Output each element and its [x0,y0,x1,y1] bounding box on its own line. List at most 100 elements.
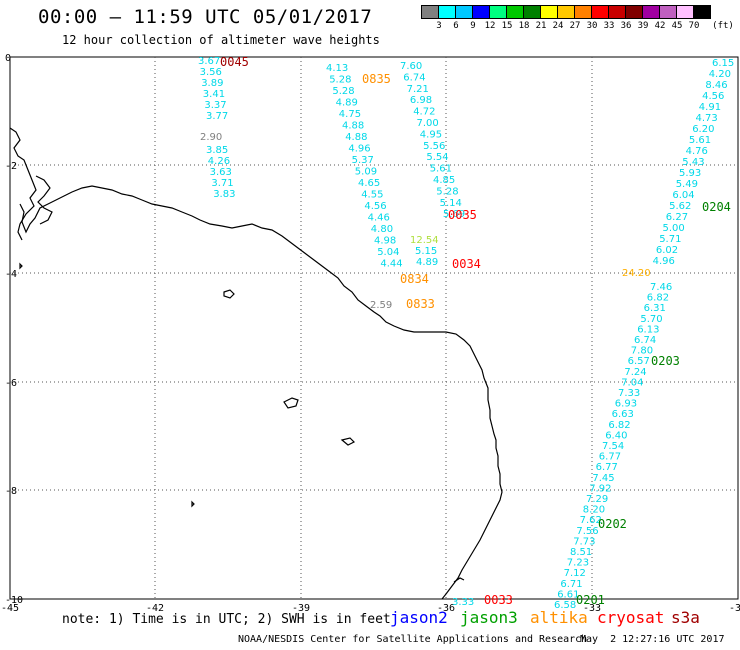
island [453,577,465,583]
wave-height-label: 4.96 [653,256,675,267]
wave-height-label: 4.56 [364,201,386,212]
wave-height-label: 6.27 [666,212,688,223]
wave-height-label: 6.82 [608,420,630,431]
wave-height-label: 3.89 [201,78,223,89]
wave-height-label: 4.89 [416,257,438,268]
map-subtitle: 12 hour collection of altimeter wave hei… [62,33,380,47]
lon-axis-label: -33 [583,603,601,614]
wave-height-label: 3.63 [210,167,232,178]
wave-height-label: 7.60 [400,61,422,72]
coastline [19,185,503,600]
wave-height-label: 6.77 [599,452,621,463]
lat-axis-label: -6 [5,378,17,389]
wave-height-label: 5.62 [669,201,691,212]
wave-height-label: 5.49 [676,179,698,190]
wave-height-label: 7.45 [592,473,614,484]
wave-height-label: 4.76 [686,146,708,157]
wave-height-label: 6.98 [410,95,432,106]
colorbar-tick-label: 36 [620,21,632,31]
wave-height-label: 7.54 [602,441,624,452]
wave-height-label: 7.04 [621,377,643,388]
colorbar-tick-label: 15 [501,21,513,31]
colorbar-tick-label: 12 [484,21,496,31]
satellite-legend-jason2: jason2 [390,608,448,627]
time-label: 0035 [448,208,477,222]
wave-height-label: 5.15 [415,246,437,257]
colorbar-tick-label: 70 [688,21,700,31]
wave-height-label: 5.28 [436,186,458,197]
wave-height-label: 4.75 [339,109,361,120]
wave-height-label: 4.55 [361,190,383,201]
lon-axis-label: -45 [1,603,19,614]
colorbar-tick-label: 24 [552,21,564,31]
wave-height-label: 6.74 [403,72,425,83]
legend-note: note: 1) Time is in UTC; 2) SWH is in fe… [62,612,391,627]
wave-height-label: 3.33 [452,597,474,608]
satellite-legend-altika: altika [530,608,588,627]
wave-height-label: 7.12 [564,568,586,579]
wave-height-label: 5.28 [332,86,354,97]
wave-height-label: 6.04 [672,190,694,201]
colorbar-tick-label: 9 [470,21,476,31]
wave-height-label: 6.13 [637,324,659,335]
wave-height-label: 4.65 [358,178,380,189]
time-label: 0204 [702,200,731,214]
wave-height-label: 5.09 [355,167,377,178]
time-label: 0834 [400,272,429,286]
wave-height-label: 7.73 [573,536,595,547]
wave-height-label: 5.70 [640,314,662,325]
wave-height-label: 6.02 [656,245,678,256]
footer-timestamp: May 2 12:27:16 UTC 2017 [580,634,725,645]
wave-height-label: 6.63 [612,409,634,420]
wave-height-label: 4.89 [336,98,358,109]
wave-height-label: 3.56 [200,67,222,78]
wave-height-label: 5.43 [682,157,704,168]
colorbar-tick-label: 33 [603,21,615,31]
wave-height-label: 6.77 [596,462,618,473]
wave-height-label: 6.93 [615,399,637,410]
wave-height-label: 8.46 [705,80,727,91]
wave-height-label: 7.80 [631,346,653,357]
colorbar-tick-label: 18 [518,21,530,31]
colorbar-tick-label: 21 [535,21,547,31]
wave-height-label: 4.98 [374,236,396,247]
wave-height-label: 7.56 [576,526,598,537]
wave-height-label: 7.46 [650,282,672,293]
island [283,397,299,409]
wave-height-label: 7.29 [586,494,608,505]
wave-height-label: 4.85 [433,175,455,186]
wave-height-label: 12.54 [410,235,439,246]
wave-height-label: 4.96 [348,144,370,155]
footer-credit: NOAA/NESDIS Center for Satellite Applica… [238,634,588,645]
lat-axis-label: -10 [5,595,23,606]
wave-height-label: 4.13 [326,63,348,74]
wave-height-label: 4.20 [709,69,731,80]
satellite-legend-cryosat: cryosat [597,608,665,627]
wave-height-label: 6.57 [628,356,650,367]
time-label: 0203 [651,354,680,368]
wave-height-label: 4.56 [702,91,724,102]
wave-height-label: 5.37 [352,155,374,166]
wave-height-label: 4.88 [345,132,367,143]
wave-height-label: 4.88 [342,121,364,132]
island [223,289,235,299]
wave-height-label: 5.71 [659,234,681,245]
colorbar-swatch [693,5,711,19]
colorbar-tick-label: 45 [671,21,683,31]
wave-height-label: 7.62 [580,515,602,526]
wave-height-label: 3.77 [206,111,228,122]
wave-height-label: 5.14 [440,198,462,209]
time-label: 0835 [362,72,391,86]
colorbar-unit: (ft) [712,21,734,31]
map-frame [9,56,739,600]
wave-height-label: 6.82 [647,293,669,304]
colorbar-tick-label: 27 [569,21,581,31]
wave-height-label: 4.80 [371,224,393,235]
wave-height-label: 5.61 [430,164,452,175]
colorbar-tick-label: 30 [586,21,598,31]
wave-height-label: 7.00 [417,118,439,129]
wave-height-label: 6.40 [605,430,627,441]
wave-height-label: 4.46 [368,213,390,224]
wave-height-label: 5.56 [423,141,445,152]
time-label: 0033 [484,593,513,607]
